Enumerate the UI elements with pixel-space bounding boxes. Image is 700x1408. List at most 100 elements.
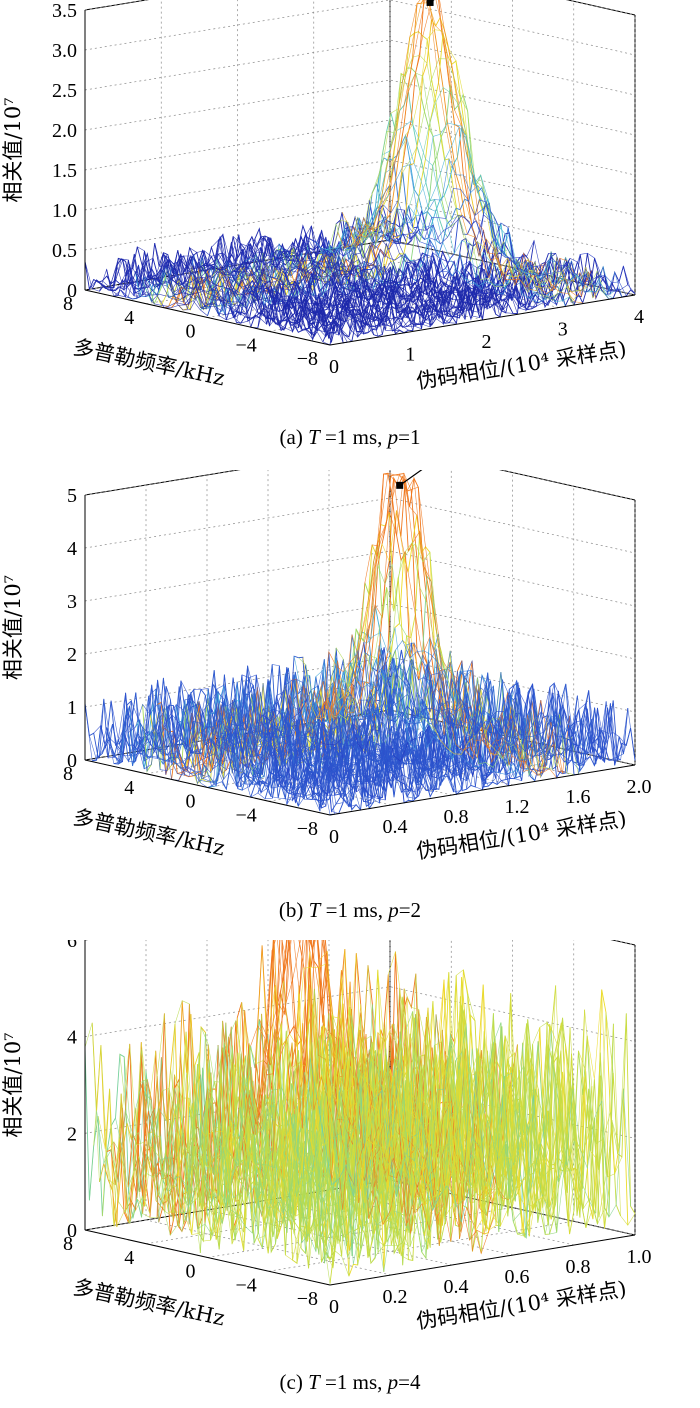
z-tick-label: 2.5 bbox=[52, 80, 77, 102]
surface-col-line bbox=[298, 564, 544, 776]
x-tick-label: 1.2 bbox=[505, 796, 530, 818]
surface-col-line bbox=[376, 647, 623, 766]
z-tick-label: 4 bbox=[67, 1027, 77, 1049]
surface-col-line bbox=[354, 659, 601, 766]
surface-col-line bbox=[189, 247, 435, 325]
surface-col-line bbox=[145, 1044, 392, 1273]
z-tick-label: 3.0 bbox=[52, 40, 77, 62]
surface-mesh bbox=[84, 0, 636, 346]
z-tick-label: 2 bbox=[67, 644, 77, 666]
z-tick-label: 0 bbox=[67, 280, 77, 302]
surface-col-line bbox=[259, 228, 505, 309]
y-tick-label: −4 bbox=[235, 804, 256, 826]
surface-col-line bbox=[184, 255, 431, 328]
z-tick-label: 0 bbox=[67, 1220, 77, 1242]
x-tick-label: 1 bbox=[405, 344, 415, 366]
surface-col-line bbox=[171, 688, 418, 798]
surface-col-line bbox=[293, 229, 540, 310]
surface-col-line bbox=[350, 1004, 597, 1214]
surface-col-line bbox=[228, 701, 475, 790]
surface-col-line bbox=[337, 639, 583, 767]
surface-col-line bbox=[306, 219, 553, 308]
z-tick-label: 6 bbox=[67, 940, 77, 952]
grid-line-z bbox=[84, 470, 636, 501]
surface-col-line bbox=[154, 705, 400, 801]
x-tick-label: 1.0 bbox=[627, 1246, 652, 1268]
grid-line-y bbox=[268, 1, 575, 332]
surface-col-line bbox=[132, 701, 379, 804]
surface-col-line bbox=[224, 233, 470, 318]
y-axis-label: 多普勒频率/kHz bbox=[71, 805, 227, 861]
surface-chart-c: 0 2 4 6 0 0.2 0.4 0.6 0.8 1.0 8 4 0 −4 −8 相关值/10⁷ 多普勒频率/… bbox=[1, 940, 652, 1334]
grid-line-z bbox=[84, 39, 636, 96]
surface-col-line bbox=[254, 236, 501, 317]
surface-col-line bbox=[367, 122, 614, 299]
grid-line-y bbox=[84, 0, 391, 291]
surface-col-line bbox=[171, 257, 418, 328]
axis-line bbox=[84, 759, 331, 816]
surface-col-line bbox=[180, 680, 427, 797]
surface-col-line bbox=[306, 477, 553, 776]
surface-col-line bbox=[354, 29, 601, 299]
grid-line-z bbox=[84, 550, 636, 607]
x-tick-label: 0.6 bbox=[505, 1266, 530, 1288]
grid-line-z bbox=[84, 603, 636, 660]
surface-col-line bbox=[289, 652, 536, 781]
surface-col-line bbox=[367, 658, 614, 761]
y-tick-label: 4 bbox=[124, 777, 134, 799]
y-tick-label: −8 bbox=[297, 818, 318, 840]
y-tick-label: 8 bbox=[63, 1233, 73, 1255]
grid-line-y bbox=[146, 470, 452, 775]
axis-line bbox=[329, 1234, 636, 1286]
grid-line-z bbox=[84, 119, 636, 176]
surface-col-line bbox=[245, 940, 492, 1241]
chart-caption-b: (b) T =1 ms, p=2 bbox=[278, 898, 422, 922]
grid-line-y bbox=[329, 500, 636, 816]
y-tick-label: 8 bbox=[63, 763, 73, 785]
grid-line-z bbox=[84, 159, 636, 216]
surface-col-line bbox=[215, 984, 461, 1237]
surface-col-line bbox=[211, 688, 457, 795]
grid-line-z bbox=[84, 986, 636, 1043]
surface-col-line bbox=[237, 940, 483, 1246]
z-tick-label: 1.5 bbox=[52, 160, 77, 182]
grid-line-y bbox=[207, 0, 513, 318]
surface-col-line bbox=[93, 706, 339, 814]
surface-col-line bbox=[389, 985, 636, 1226]
surface-col-line bbox=[119, 1044, 366, 1266]
surface-row-line bbox=[142, 91, 448, 303]
surface-col-line bbox=[106, 1013, 353, 1269]
grid-line-y bbox=[329, 15, 636, 346]
grid-line-z bbox=[84, 199, 636, 256]
surface-col-line bbox=[241, 237, 488, 318]
grid-line-x bbox=[206, 940, 453, 1266]
surface-col-line bbox=[176, 255, 422, 330]
axis-line bbox=[329, 294, 636, 346]
z-tick-label: 3.5 bbox=[52, 0, 77, 22]
surface-col-line bbox=[137, 684, 383, 802]
surface-col-line bbox=[381, 188, 627, 297]
grid-line-x bbox=[237, 0, 483, 321]
surface-col-line bbox=[93, 1043, 339, 1240]
surface-col-line bbox=[359, 58, 605, 294]
grid-line-z bbox=[84, 79, 636, 136]
surface-col-line bbox=[315, 164, 562, 303]
x-tick-label: 1.6 bbox=[566, 786, 591, 808]
chart-caption-c: (c) T =1 ms, p=4 bbox=[279, 1370, 421, 1394]
chart-panel-c: 0 2 4 6 0 0.2 0.4 0.6 0.8 1.0 8 4 0 −4 −8 相关值/10⁷ 多普勒频率/… bbox=[0, 940, 700, 1408]
z-axis-label: 相关值/10⁷ bbox=[1, 575, 25, 680]
y-axis-label: 多普勒频率/kHz bbox=[71, 1275, 227, 1331]
surface-col-line bbox=[376, 969, 623, 1228]
x-tick-label: 0.8 bbox=[444, 806, 469, 828]
surface-col-line bbox=[276, 681, 522, 781]
x-tick-label: 3 bbox=[558, 319, 568, 341]
surface-col-line bbox=[189, 1013, 435, 1247]
surface-col-line bbox=[389, 641, 636, 761]
surface-col-line bbox=[328, 542, 575, 775]
surface-col-line bbox=[385, 648, 631, 761]
y-tick-label: 0 bbox=[186, 791, 196, 813]
surface-col-line bbox=[341, 987, 588, 1218]
y-tick-label: 0 bbox=[186, 321, 196, 343]
peak-leader-line bbox=[399, 470, 423, 486]
surface-col-line bbox=[202, 691, 448, 793]
